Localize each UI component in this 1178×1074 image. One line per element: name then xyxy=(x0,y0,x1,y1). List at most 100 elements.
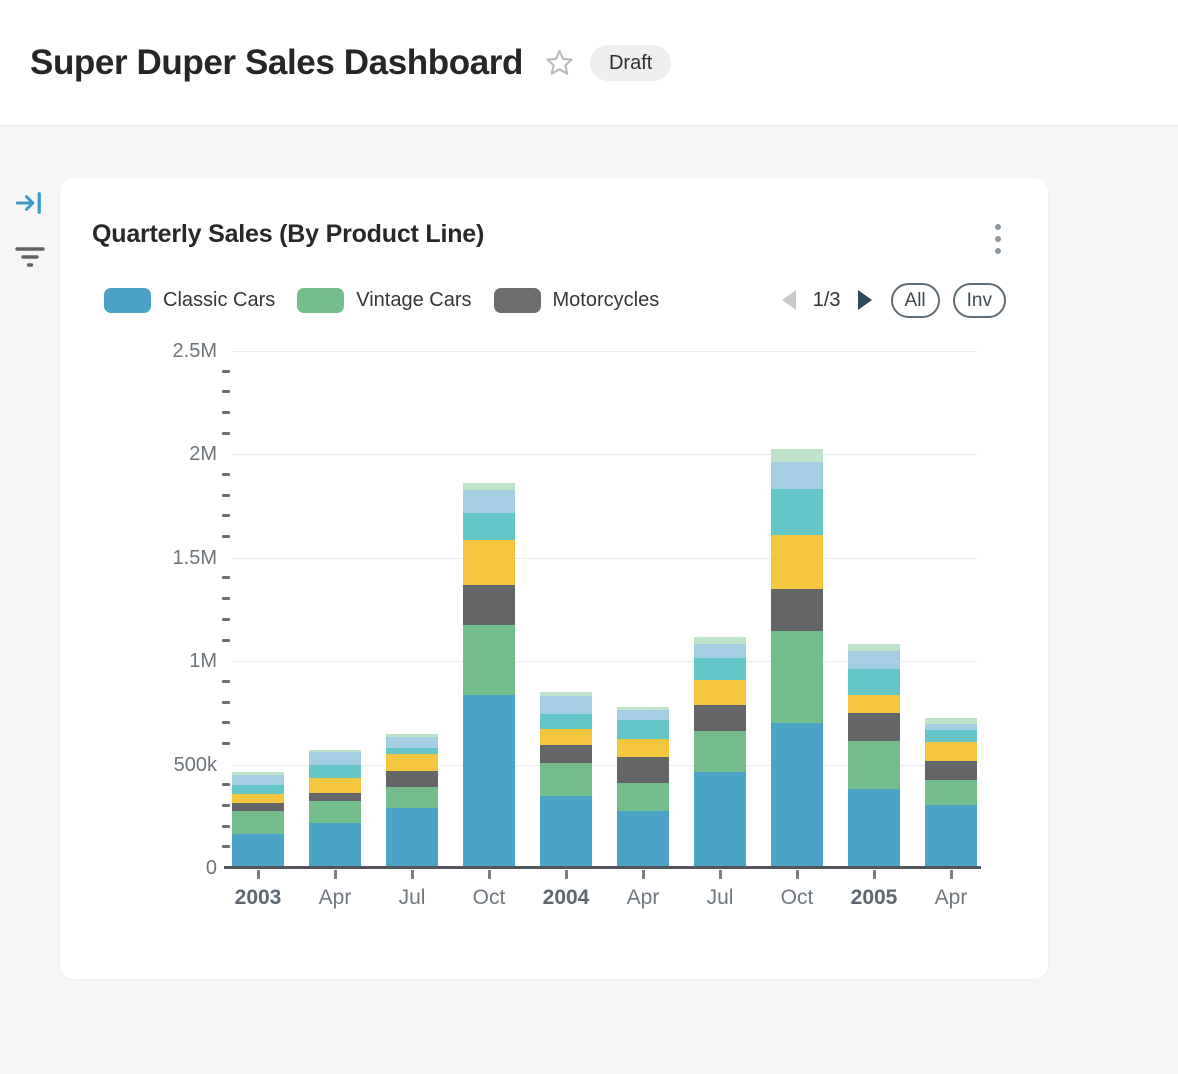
bar-segment[interactable] xyxy=(232,784,284,794)
stacked-bar-jul-6[interactable] xyxy=(694,637,746,866)
bar-segment[interactable] xyxy=(617,706,669,710)
stacked-bar-jul-2[interactable] xyxy=(386,733,438,866)
bar-segment[interactable] xyxy=(925,717,977,724)
bar-segment[interactable] xyxy=(309,801,361,823)
bar-segment[interactable] xyxy=(848,669,900,696)
bar-segment[interactable] xyxy=(540,695,592,715)
bar-segment[interactable] xyxy=(540,714,592,730)
bar-segment[interactable] xyxy=(617,739,669,757)
bar-segment[interactable] xyxy=(463,483,515,491)
bar-segment[interactable] xyxy=(848,713,900,741)
bar-segment[interactable] xyxy=(386,754,438,771)
y-axis-minor-tick xyxy=(222,618,230,621)
stacked-bar-apr-5[interactable] xyxy=(617,706,669,866)
bar-segment[interactable] xyxy=(848,643,900,652)
bar-segment[interactable] xyxy=(540,745,592,763)
bar-segment[interactable] xyxy=(309,752,361,766)
bar-segment[interactable] xyxy=(540,691,592,696)
bar-segment[interactable] xyxy=(463,490,515,513)
x-axis-tick xyxy=(410,870,414,879)
bar-segment[interactable] xyxy=(463,695,515,866)
bar-segment[interactable] xyxy=(232,772,284,776)
bar-segment[interactable] xyxy=(925,742,977,762)
bar-segment[interactable] xyxy=(771,722,823,866)
bar-segment[interactable] xyxy=(694,771,746,866)
bar-segment[interactable] xyxy=(386,747,438,755)
bar-segment[interactable] xyxy=(617,811,669,866)
bar-segment[interactable] xyxy=(309,778,361,794)
bar-segment[interactable] xyxy=(232,833,284,866)
bar-segment[interactable] xyxy=(694,643,746,659)
bar-segment[interactable] xyxy=(617,720,669,740)
bar-segment[interactable] xyxy=(771,461,823,490)
bar-segment[interactable] xyxy=(386,770,438,787)
bar-segment[interactable] xyxy=(386,736,438,748)
bar-segment[interactable] xyxy=(232,811,284,834)
bar-segment[interactable] xyxy=(771,489,823,536)
y-axis-minor-tick xyxy=(222,432,230,435)
widget-menu-button[interactable] xyxy=(986,222,1010,256)
collapse-panel-button[interactable] xyxy=(13,186,47,220)
bar-segment[interactable] xyxy=(309,750,361,753)
bar-segment[interactable] xyxy=(617,783,669,811)
bar-segment[interactable] xyxy=(386,733,438,737)
bar-segment[interactable] xyxy=(771,631,823,723)
bar-segment[interactable] xyxy=(848,788,900,866)
stacked-bar-oct-3[interactable] xyxy=(463,483,515,866)
bar-segment[interactable] xyxy=(694,731,746,772)
bar-segment[interactable] xyxy=(463,584,515,626)
stacked-bar-apr-1[interactable] xyxy=(309,750,361,866)
filter-button[interactable] xyxy=(13,240,47,274)
stacked-bar-2005-8[interactable] xyxy=(848,643,900,866)
bar-segment[interactable] xyxy=(848,695,900,714)
bar-segment[interactable] xyxy=(309,793,361,802)
stacked-bar-2003-0[interactable] xyxy=(232,772,284,866)
bar-segment[interactable] xyxy=(694,680,746,705)
legend-prev-page-button[interactable] xyxy=(781,290,796,310)
legend-item-classic-cars[interactable]: Classic Cars xyxy=(104,287,275,313)
bar-segment[interactable] xyxy=(925,804,977,866)
legend-invert-button[interactable]: Inv xyxy=(952,282,1006,318)
bar-segment[interactable] xyxy=(386,807,438,866)
bar-segment[interactable] xyxy=(617,709,669,721)
bar-segment[interactable] xyxy=(925,730,977,743)
bar-segment[interactable] xyxy=(848,740,900,789)
bar-segment[interactable] xyxy=(540,762,592,796)
bar-segment[interactable] xyxy=(925,723,977,731)
favorite-star-button[interactable] xyxy=(545,48,574,77)
legend-select-all-button[interactable]: All xyxy=(890,282,940,318)
x-axis-slot: Apr xyxy=(617,870,669,910)
stacked-bar-apr-9[interactable] xyxy=(925,717,977,866)
bar-segment[interactable] xyxy=(771,449,823,462)
page-title: Super Duper Sales Dashboard xyxy=(30,42,523,82)
bar-segment[interactable] xyxy=(309,765,361,779)
bar-segment[interactable] xyxy=(617,756,669,784)
legend-item-label: Vintage Cars xyxy=(356,288,472,311)
bar-segment[interactable] xyxy=(694,658,746,681)
bar-segment[interactable] xyxy=(694,637,746,644)
stacked-bar-2004-4[interactable] xyxy=(540,691,592,866)
bar-segment[interactable] xyxy=(694,704,746,732)
bar-segment[interactable] xyxy=(771,535,823,589)
stacked-bar-oct-7[interactable] xyxy=(771,449,823,866)
bar-segment[interactable] xyxy=(540,795,592,866)
bar-segment[interactable] xyxy=(463,512,515,540)
bar-segment[interactable] xyxy=(463,539,515,585)
bar-segment[interactable] xyxy=(309,822,361,866)
y-axis-tick-label: 500k xyxy=(173,753,217,776)
legend-next-page-button[interactable] xyxy=(857,290,872,310)
bar-segment[interactable] xyxy=(848,651,900,670)
bar-segment[interactable] xyxy=(386,786,438,808)
bar-segment[interactable] xyxy=(925,761,977,780)
bar-segment[interactable] xyxy=(232,775,284,785)
x-axis-tick-label: Jul xyxy=(398,886,426,909)
legend-item-motorcycles[interactable]: Motorcycles xyxy=(493,287,659,313)
bar-segment[interactable] xyxy=(771,588,823,632)
bars-container xyxy=(232,351,977,866)
bar-segment[interactable] xyxy=(925,779,977,805)
bar-segment[interactable] xyxy=(463,625,515,695)
bar-segment[interactable] xyxy=(540,729,592,746)
bar-segment[interactable] xyxy=(232,793,284,803)
legend-item-vintage-cars[interactable]: Vintage Cars xyxy=(297,287,472,313)
bar-segment[interactable] xyxy=(232,802,284,812)
